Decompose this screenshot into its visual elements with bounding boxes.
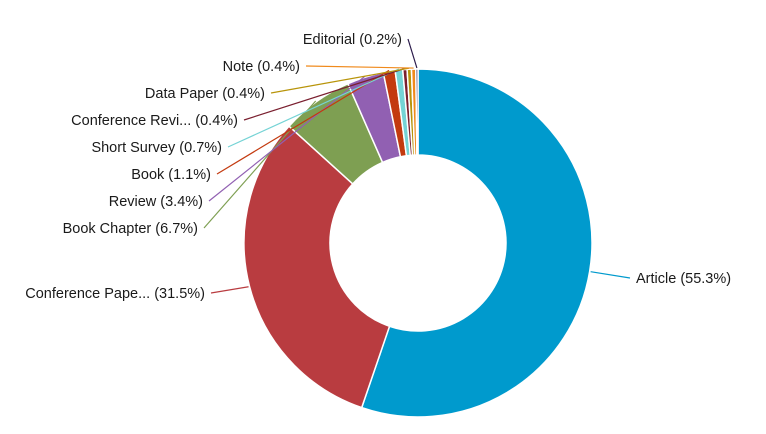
leader-line [208,75,366,202]
slice-conference-pape [243,125,391,409]
slice-label: Review (3.4%) [109,194,203,210]
leader-lines [203,38,631,294]
leader-line [227,68,400,148]
leader-line [216,69,390,175]
donut-slices [243,68,593,418]
slice-article [360,68,593,418]
leader-line [203,100,317,229]
slice-label: Book Chapter (6.7%) [63,221,198,237]
slice-label: Conference Pape... (31.5%) [25,286,205,302]
leader-line [270,67,410,94]
slice-label: Conference Revi... (0.4%) [71,113,238,129]
leader-line [305,65,414,69]
slice-labels: Article (55.3%) Conference Pape... (31.5%… [25,32,731,302]
slice-editorial [415,68,419,156]
leader-line [210,286,249,294]
slice-label: Article (55.3%) [636,271,731,287]
leader-line [407,38,418,69]
slice-label: Note (0.4%) [223,59,300,75]
leader-line [590,271,631,279]
leader-line [243,67,406,121]
slice-label: Data Paper (0.4%) [145,86,265,102]
slice-label: Editorial (0.2%) [303,32,402,48]
slice-label: Short Survey (0.7%) [91,140,222,156]
slice-label: Book (1.1%) [131,167,211,183]
